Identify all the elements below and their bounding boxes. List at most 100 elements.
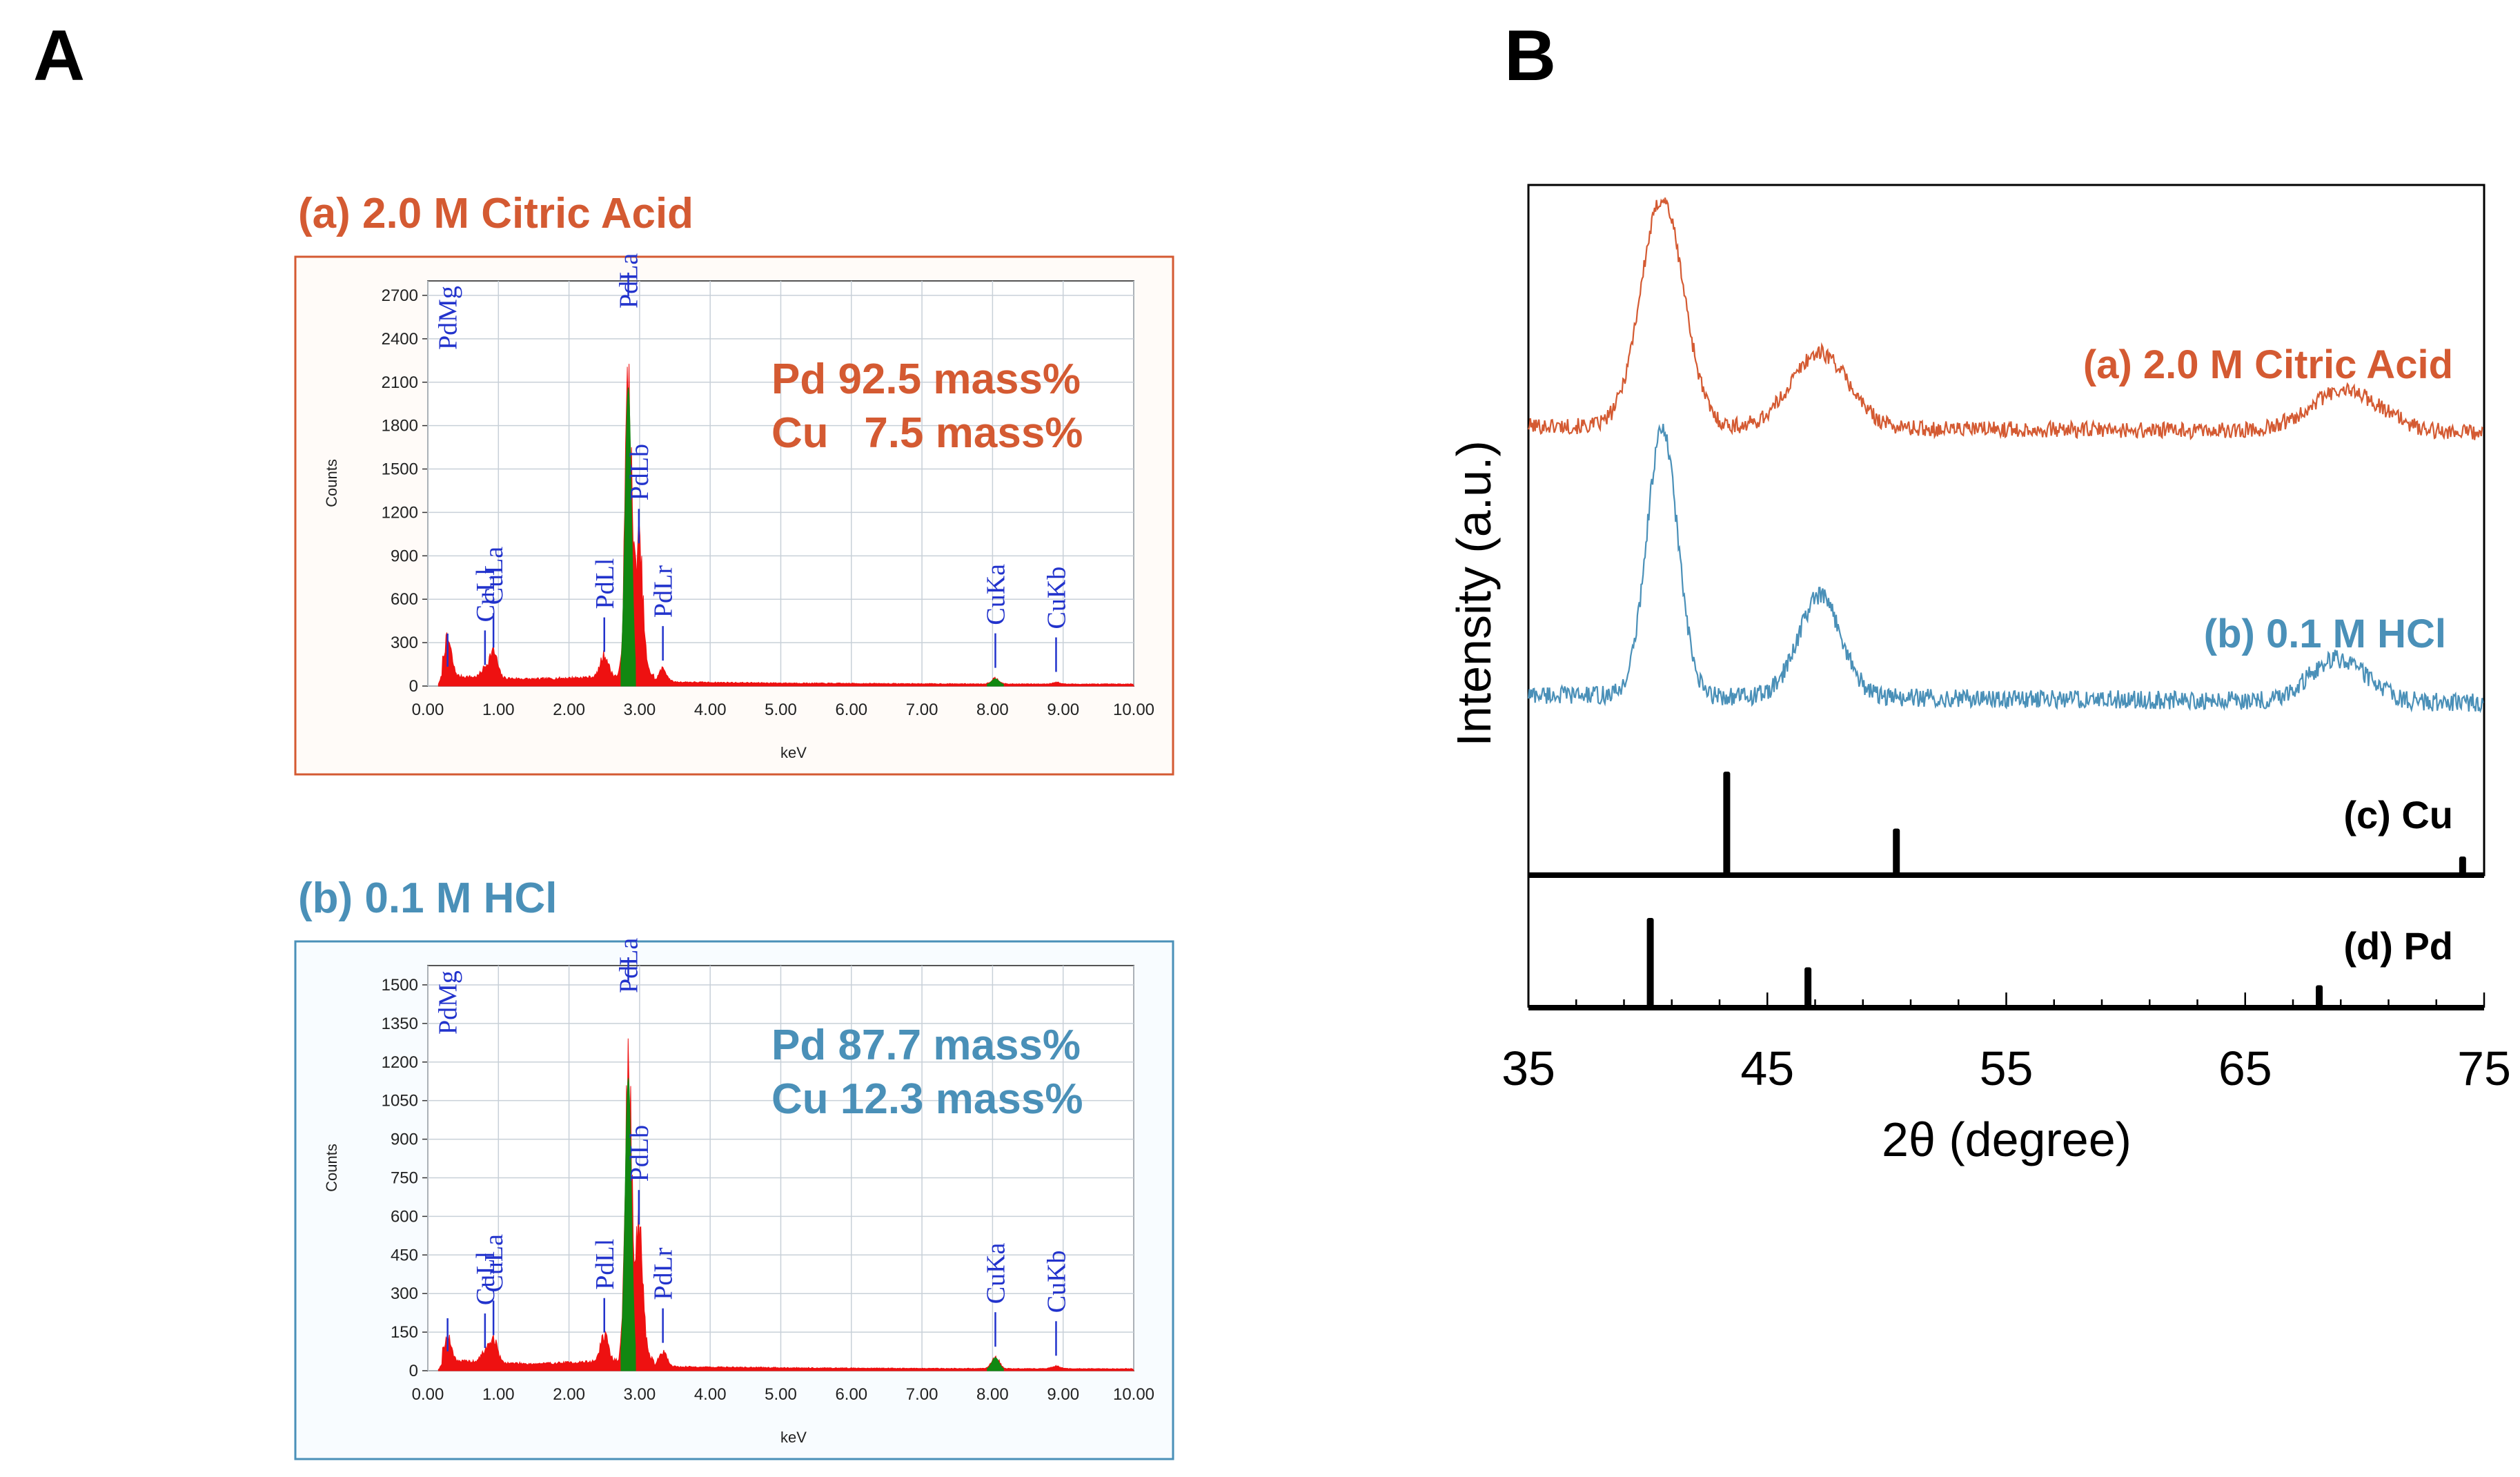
y-tick-label: 1500 (382, 976, 418, 995)
xrd-ref-label-cu: (c) Cu (2343, 793, 2453, 837)
eds-citric-y-axis-label: Counts (323, 459, 340, 507)
eds-citric-title: (a) 2.0 M Citric Acid (298, 190, 693, 237)
peak-label-cuka: CuKa (981, 1242, 1010, 1304)
y-tick-label: 2400 (382, 330, 418, 349)
xrd-plot-area: 35 45 55 65 75 (1502, 197, 2511, 1095)
y-tick-label: 1050 (382, 1092, 418, 1111)
xrd-series-line-0 (1527, 197, 2484, 441)
xrd-ref-label-pd: (d) Pd (2343, 924, 2453, 968)
peak-pdla (620, 387, 636, 687)
x-tick-label: 0.00 (412, 1385, 444, 1404)
eds-hcl-plot-area: 0 150 300 450 600 750 900 1050 1200 1350 1500 0.00 1… (382, 938, 1154, 1404)
xrd-ref-stick-cu (1893, 828, 1900, 875)
xrd-x-tick-label: 55 (1980, 1041, 2034, 1095)
x-tick-label: 4.00 (694, 701, 727, 719)
x-tick-label: 9.00 (1047, 1385, 1079, 1404)
x-tick-label: 7.00 (906, 1385, 938, 1404)
xrd-ref-stick-cu (2459, 857, 2466, 875)
peak-label-pdmg: PdMg (434, 970, 463, 1035)
y-tick-label: 600 (391, 590, 418, 609)
x-tick-label: 3.00 (624, 701, 656, 719)
peak-label-pdmg: PdMg (434, 286, 463, 350)
eds-citric-composition-pd: Pd 92.5 mass% (771, 355, 1081, 403)
xrd-series-label-hcl: (b) 0.1 M HCl (2204, 612, 2446, 656)
xrd-x-axis-label: 2θ (degree) (1882, 1113, 2132, 1166)
x-tick-label: 5.00 (765, 1385, 797, 1404)
x-tick-label: 1.00 (482, 1385, 515, 1404)
eds-citric-x-axis-label: keV (780, 744, 807, 761)
x-tick-label: 8.00 (976, 1385, 1009, 1404)
y-tick-label: 1200 (382, 503, 418, 522)
xrd-chart: 35 45 55 65 75 (a) 2.0 M Citric Acid (b) 0.1… (1447, 184, 2511, 1166)
eds-hcl-composition-cu: Cu 12.3 mass% (771, 1075, 1083, 1123)
eds-chart-citric: (a) 2.0 M Citric Acid 0 300 600 900 1200 1500… (294, 190, 1174, 776)
peak-label-cukb: CuKb (1042, 1250, 1071, 1313)
peak-cuka (987, 678, 1004, 687)
y-tick-label: 1350 (382, 1015, 418, 1033)
y-tick-label: 2700 (382, 286, 418, 305)
y-tick-label: 150 (391, 1323, 418, 1342)
eds-citric-composition-cu: Cu 7.5 mass% (771, 409, 1083, 457)
peak-label-pdll: PdLl (591, 1239, 620, 1290)
peak-label-cukb: CuKb (1042, 567, 1071, 629)
x-tick-label: 3.00 (624, 1385, 656, 1404)
panel-label-b: B (1504, 16, 1556, 96)
y-tick-label: 0 (409, 677, 418, 696)
peak-label-pdlb: PdLb (625, 1125, 654, 1182)
peak-label-pdlb: PdLb (625, 444, 654, 500)
x-tick-label: 4.00 (694, 1385, 727, 1404)
eds-hcl-title: (b) 0.1 M HCl (298, 874, 557, 922)
x-tick-label: 6.00 (835, 701, 867, 719)
y-tick-label: 1800 (382, 417, 418, 436)
panel-label-a: A (33, 16, 85, 96)
peak-label-pdlr: PdLr (649, 1247, 678, 1300)
y-tick-label: 1500 (382, 460, 418, 479)
x-tick-label: 6.00 (835, 1385, 867, 1404)
x-tick-label: 8.00 (976, 701, 1009, 719)
x-tick-label: 9.00 (1047, 701, 1079, 719)
spectrum-area (437, 364, 1134, 687)
xrd-y-axis-label: Intensity (a.u.) (1447, 440, 1501, 747)
x-tick-label: 0.00 (412, 701, 444, 719)
y-tick-label: 2100 (382, 373, 418, 392)
xrd-ref-stick-cu (1723, 772, 1731, 875)
peak-pdla (620, 1077, 636, 1371)
xrd-ref-stick-pd (1646, 918, 1654, 1008)
xrd-plot-frame (1527, 184, 2485, 877)
x-tick-label: 2.00 (553, 701, 585, 719)
y-tick-label: 0 (409, 1362, 418, 1380)
y-tick-label: 900 (391, 547, 418, 565)
x-tick-label: 5.00 (765, 701, 797, 719)
y-tick-label: 1200 (382, 1053, 418, 1072)
spectrum-area (437, 1038, 1134, 1371)
xrd-x-tick-label: 45 (1740, 1041, 1794, 1095)
peak-label-cull: CuLl (471, 568, 500, 622)
x-tick-label: 10.00 (1113, 701, 1154, 719)
y-tick-label: 450 (391, 1246, 418, 1264)
y-tick-label: 600 (391, 1207, 418, 1226)
y-tick-label: 300 (391, 634, 418, 652)
y-tick-label: 900 (391, 1131, 418, 1149)
peak-label-cula: CuLa (480, 547, 509, 605)
eds-hcl-composition-pd: Pd 87.7 mass% (771, 1021, 1081, 1069)
xrd-ref-stick-pd (1804, 967, 1812, 1008)
eds-hcl-x-axis-label: keV (780, 1429, 807, 1446)
xrd-x-tick-label: 65 (2218, 1041, 2272, 1095)
peak-label-cull: CuLl (471, 1251, 500, 1305)
xrd-series-line-1 (1527, 423, 2484, 714)
peak-label-cula: CuLa (480, 1234, 509, 1293)
x-tick-label: 10.00 (1113, 1385, 1154, 1404)
x-tick-label: 7.00 (906, 701, 938, 719)
xrd-series-label-citric: (a) 2.0 M Citric Acid (2083, 342, 2453, 387)
peak-label-pdla: PdLa (615, 938, 644, 993)
peak-label-pdla: PdLa (615, 253, 644, 309)
eds-chart-hcl: (b) 0.1 M HCl 0 150 300 450 600 750 900 1050 120… (294, 874, 1174, 1460)
xrd-ref-stick-pd (2316, 985, 2323, 1008)
y-tick-label: 300 (391, 1284, 418, 1303)
xrd-x-tick-label: 75 (2457, 1041, 2511, 1095)
x-tick-label: 1.00 (482, 701, 515, 719)
peak-label-cuka: CuKa (981, 564, 1010, 625)
peak-label-pdlr: PdLr (649, 565, 678, 618)
eds-citric-plot-area: 0 300 600 900 1200 1500 1800 2100 2400 2700 0.00 1.… (382, 253, 1154, 719)
xrd-x-tick-label: 35 (1502, 1041, 1555, 1095)
